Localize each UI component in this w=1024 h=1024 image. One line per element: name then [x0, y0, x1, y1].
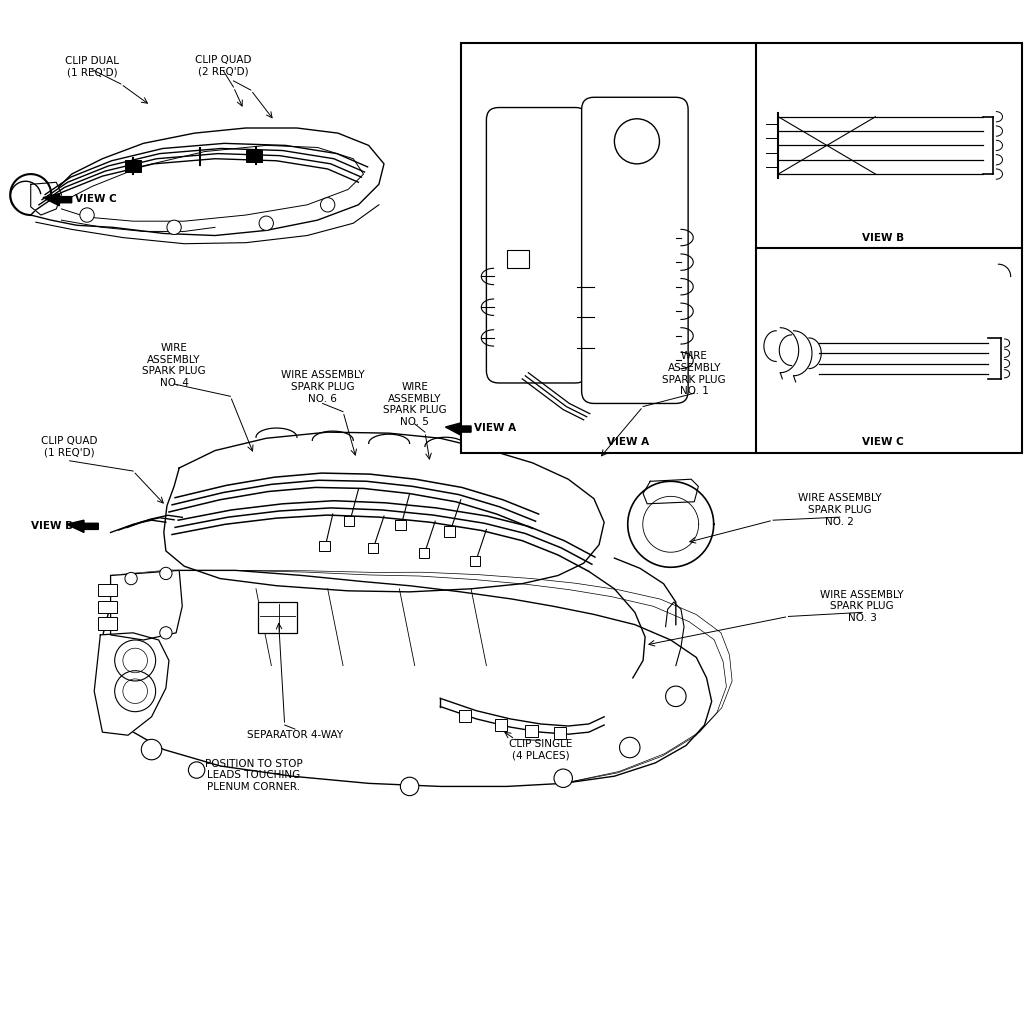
Bar: [98, 584, 117, 596]
Bar: [98, 601, 117, 613]
Bar: [444, 526, 455, 537]
Bar: [525, 725, 538, 737]
Circle shape: [188, 762, 205, 778]
Text: CLIP DUAL
(1 REQ'D): CLIP DUAL (1 REQ'D): [66, 55, 119, 78]
Bar: [319, 541, 330, 551]
Circle shape: [167, 220, 181, 234]
Circle shape: [400, 777, 419, 796]
Text: CLIP QUAD
(1 REQ'D): CLIP QUAD (1 REQ'D): [41, 435, 98, 458]
Bar: [495, 719, 507, 731]
Circle shape: [125, 572, 137, 585]
Polygon shape: [111, 570, 182, 640]
Circle shape: [80, 208, 94, 222]
Polygon shape: [67, 520, 98, 532]
Text: VIEW B: VIEW B: [861, 232, 904, 243]
Bar: [461, 43, 1022, 453]
Text: SEPARATOR 4-WAY: SEPARATOR 4-WAY: [247, 730, 343, 740]
Bar: [470, 556, 480, 566]
Polygon shape: [94, 633, 169, 735]
Bar: [246, 150, 262, 162]
Polygon shape: [164, 432, 604, 592]
Circle shape: [160, 627, 172, 639]
FancyBboxPatch shape: [258, 602, 297, 633]
Text: WIRE ASSEMBLY
SPARK PLUG
NO. 2: WIRE ASSEMBLY SPARK PLUG NO. 2: [798, 494, 882, 526]
Bar: [344, 516, 354, 526]
FancyBboxPatch shape: [486, 108, 588, 383]
Text: WIRE
ASSEMBLY
SPARK PLUG
NO. 1: WIRE ASSEMBLY SPARK PLUG NO. 1: [663, 351, 726, 396]
Text: VIEW A: VIEW A: [606, 437, 649, 447]
FancyBboxPatch shape: [582, 97, 688, 403]
Text: POSITION TO STOP
LEADS TOUCHING
PLENUM CORNER.: POSITION TO STOP LEADS TOUCHING PLENUM C…: [205, 759, 303, 792]
Circle shape: [614, 119, 659, 164]
Bar: [368, 543, 378, 553]
Polygon shape: [445, 423, 471, 435]
Text: VIEW B: VIEW B: [31, 521, 73, 531]
Polygon shape: [43, 194, 72, 206]
Bar: [125, 160, 141, 172]
Polygon shape: [100, 570, 712, 786]
Bar: [419, 548, 429, 558]
Circle shape: [620, 737, 640, 758]
Text: CLIP SINGLE
(4 PLACES): CLIP SINGLE (4 PLACES): [509, 738, 572, 761]
Text: VIEW A: VIEW A: [474, 423, 516, 433]
Text: VIEW C: VIEW C: [862, 437, 903, 447]
Circle shape: [554, 769, 572, 787]
Circle shape: [259, 216, 273, 230]
Circle shape: [160, 567, 172, 580]
Text: WIRE ASSEMBLY
SPARK PLUG
NO. 3: WIRE ASSEMBLY SPARK PLUG NO. 3: [820, 590, 904, 623]
Polygon shape: [31, 128, 384, 236]
Text: CLIP QUAD
(2 REQ'D): CLIP QUAD (2 REQ'D): [195, 54, 252, 77]
Bar: [554, 727, 566, 739]
Bar: [507, 250, 529, 268]
Bar: [395, 520, 406, 530]
Circle shape: [321, 198, 335, 212]
Bar: [459, 710, 471, 722]
Bar: [98, 617, 117, 630]
Text: WIRE
ASSEMBLY
SPARK PLUG
NO. 4: WIRE ASSEMBLY SPARK PLUG NO. 4: [142, 343, 206, 388]
Text: VIEW C: VIEW C: [75, 194, 117, 204]
Circle shape: [666, 686, 686, 707]
Text: WIRE ASSEMBLY
SPARK PLUG
NO. 6: WIRE ASSEMBLY SPARK PLUG NO. 6: [281, 371, 365, 403]
Circle shape: [141, 739, 162, 760]
Text: WIRE
ASSEMBLY
SPARK PLUG
NO. 5: WIRE ASSEMBLY SPARK PLUG NO. 5: [383, 382, 446, 427]
Polygon shape: [643, 479, 698, 504]
Polygon shape: [31, 182, 61, 215]
Polygon shape: [628, 481, 714, 567]
